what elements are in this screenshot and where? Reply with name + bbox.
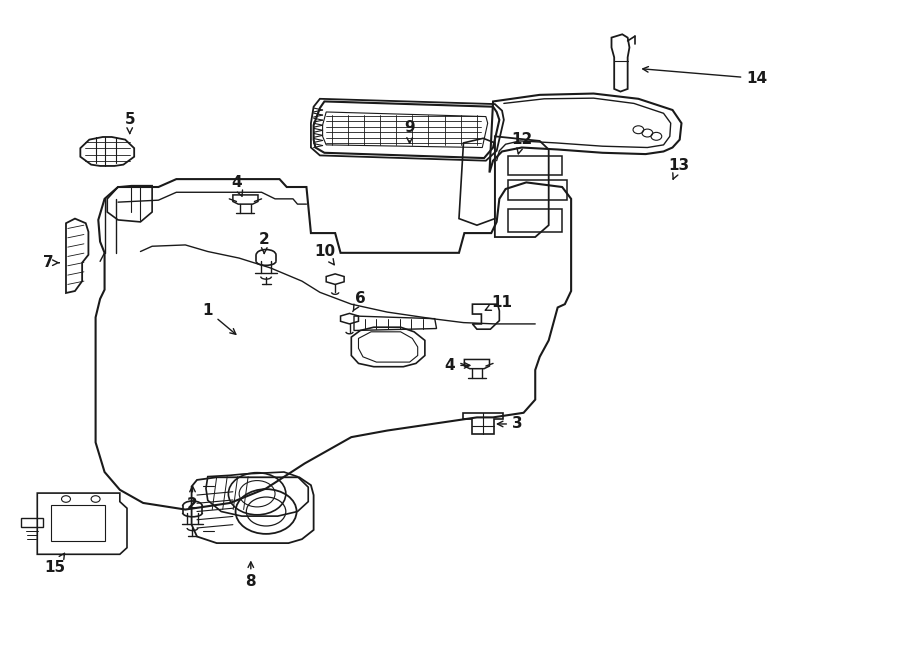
Text: 9: 9: [404, 120, 415, 143]
Text: 5: 5: [124, 112, 135, 134]
Text: 14: 14: [643, 67, 768, 86]
Text: 7: 7: [42, 255, 59, 270]
Text: 4: 4: [231, 175, 242, 196]
Text: 8: 8: [246, 562, 256, 590]
Text: 15: 15: [45, 553, 66, 575]
Text: 2: 2: [187, 486, 198, 512]
Text: 3: 3: [498, 416, 523, 432]
Text: 2: 2: [259, 232, 270, 253]
Text: 6: 6: [353, 292, 365, 311]
Text: 12: 12: [511, 132, 533, 154]
Text: 11: 11: [485, 295, 512, 310]
Text: 1: 1: [202, 303, 236, 334]
Text: 10: 10: [314, 244, 335, 265]
Text: 4: 4: [445, 358, 470, 373]
Text: 13: 13: [668, 159, 689, 179]
